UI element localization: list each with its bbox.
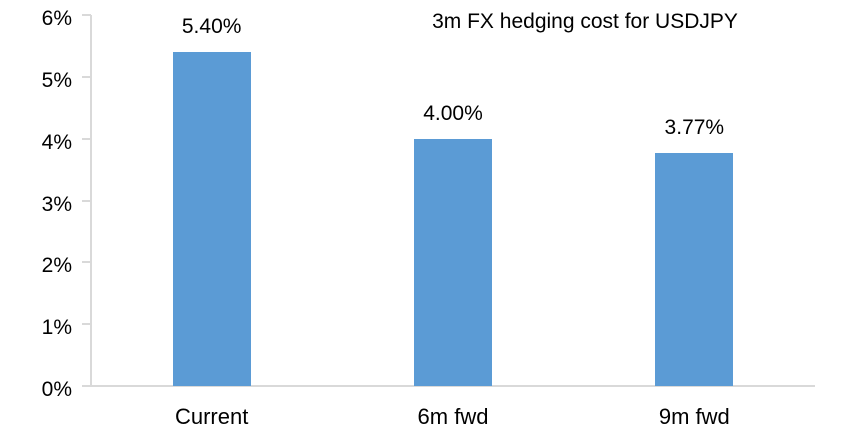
y-axis-tick-label: 1% — [41, 316, 72, 340]
y-axis-tick-label: 2% — [41, 254, 72, 278]
bar-value-label: 4.00% — [423, 102, 483, 125]
bar-6m-fwd — [414, 139, 492, 386]
bar-9m-fwd — [655, 153, 734, 386]
y-axis-tick-label: 3% — [41, 192, 72, 216]
x-axis-category-label: Current — [174, 404, 249, 429]
y-axis-tick — [82, 14, 91, 16]
y-axis-line — [90, 15, 92, 387]
y-axis-tick-label: 5% — [41, 68, 72, 92]
bar-value-label: 3.77% — [664, 116, 725, 139]
x-axis-line — [90, 385, 815, 387]
chart-title: 3m FX hedging cost for USDJPY — [432, 10, 738, 33]
y-axis-tick — [82, 199, 91, 202]
y-axis-tick — [82, 385, 91, 387]
y-axis-tick — [82, 323, 91, 326]
y-axis-tick-label: 6% — [41, 7, 72, 30]
y-axis-tick-label: 0% — [41, 378, 72, 401]
y-axis-tick — [82, 261, 91, 264]
bar-current — [172, 52, 251, 386]
y-axis-tick — [82, 137, 91, 140]
bar-value-label: 5.40% — [181, 15, 242, 38]
x-axis-category-label: 6m fwd — [417, 404, 489, 429]
y-axis-tick-label: 4% — [41, 130, 72, 154]
y-axis-tick — [82, 75, 91, 78]
x-axis-category-label: 9m fwd — [658, 404, 730, 429]
